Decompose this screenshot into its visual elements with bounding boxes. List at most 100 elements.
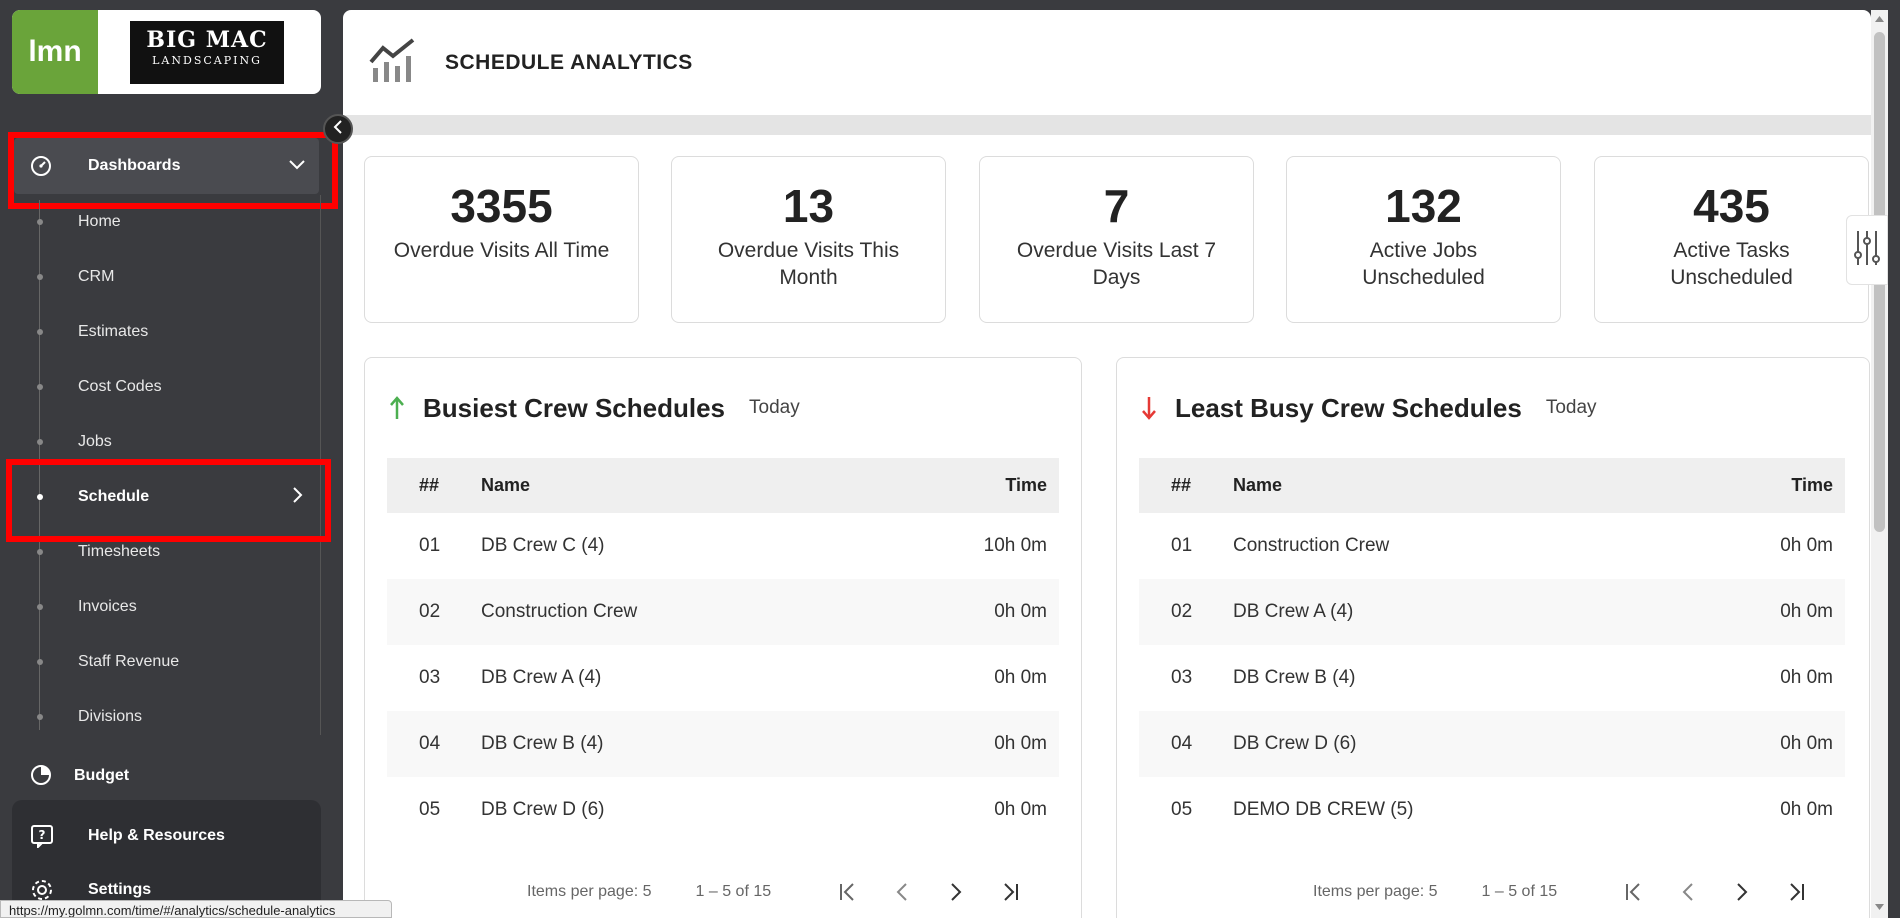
table-header-row: ## Name Time	[1139, 458, 1845, 513]
main-content: SCHEDULE ANALYTICS 3355 Overdue Visits A…	[343, 10, 1871, 918]
sidebar-item-home[interactable]: Home	[14, 197, 319, 247]
table-row[interactable]: 03 DB Crew B (4) 0h 0m	[1171, 667, 1833, 688]
stat-caption: Overdue Visits This Month	[717, 239, 900, 289]
header-divider	[343, 115, 1871, 135]
table-row[interactable]: 04 DB Crew B (4) 0h 0m	[387, 711, 1059, 777]
prev-page-button[interactable]	[1661, 872, 1715, 912]
stat-card-overdue-all-time: 3355 Overdue Visits All Time	[364, 156, 639, 323]
page-title: SCHEDULE ANALYTICS	[445, 50, 693, 74]
table-row[interactable]: 01 DB Crew C (4) 10h 0m	[419, 535, 1047, 556]
least-busy-crew-card: Least Busy Crew Schedules Today ## Name …	[1116, 357, 1870, 918]
pie-chart-icon	[30, 764, 52, 788]
chevron-left-icon	[333, 119, 343, 139]
table-row[interactable]: 03 DB Crew A (4) 0h 0m	[419, 667, 1047, 688]
nav-divider	[320, 195, 321, 735]
items-per-page[interactable]: Items per page: 5	[527, 883, 652, 900]
table-header-row: ## Name Time	[387, 458, 1059, 513]
sidebar-item-jobs[interactable]: Jobs	[14, 417, 319, 467]
sidebar-item-cost-codes[interactable]: Cost Codes	[14, 362, 319, 412]
period-label: Today	[749, 397, 800, 418]
dashboard-gauge-icon	[26, 151, 56, 181]
page-range: 1 – 5 of 15	[1481, 883, 1558, 900]
card-title: Least Busy Crew Schedules	[1175, 392, 1522, 423]
sidebar-item-invoices[interactable]: Invoices	[14, 582, 319, 632]
bullet-icon	[37, 494, 43, 500]
status-bar-url: https://my.golmn.com/time/#/analytics/sc…	[0, 900, 392, 918]
first-page-button[interactable]	[1607, 872, 1661, 912]
sidebar-bottom-panel: ? Help & Resources Settings	[12, 800, 321, 918]
sidebar-item-budget[interactable]: Budget	[14, 758, 319, 788]
bullet-icon	[37, 714, 43, 720]
help-resources-link[interactable]: ? Help & Resources	[28, 816, 225, 856]
last-page-button[interactable]	[983, 872, 1037, 912]
page-header: SCHEDULE ANALYTICS	[343, 10, 1871, 115]
chevron-down-icon	[289, 157, 305, 175]
stat-caption: Overdue Visits All Time	[393, 239, 610, 262]
chevron-right-icon	[293, 486, 303, 508]
settings-link[interactable]: Settings	[28, 870, 151, 910]
table-row[interactable]: 04 DB Crew D (6) 0h 0m	[1139, 711, 1845, 777]
first-page-button[interactable]	[821, 872, 875, 912]
crew-table: ## Name Time 01 DB Crew C (4) 10h 0m 02 …	[387, 458, 1059, 820]
table-row[interactable]: 05 DB Crew D (6) 0h 0m	[419, 799, 1047, 820]
table-row[interactable]: 02 Construction Crew 0h 0m	[387, 579, 1059, 645]
stat-card-active-tasks-unscheduled: 435 Active Tasks Unscheduled	[1594, 156, 1869, 323]
gear-icon	[28, 876, 56, 904]
stat-caption: Overdue Visits Last 7 Days	[1016, 239, 1217, 289]
table-row[interactable]: 05 DEMO DB CREW (5) 0h 0m	[1171, 799, 1833, 820]
last-page-button[interactable]	[1769, 872, 1823, 912]
nav-tree-line	[39, 200, 40, 730]
card-header: Busiest Crew Schedules Today	[385, 388, 800, 428]
sidebar-item-timesheets[interactable]: Timesheets	[14, 527, 319, 577]
stat-value: 13	[782, 180, 835, 232]
company-logo: BIG MAC LANDSCAPING	[130, 21, 284, 84]
svg-text:?: ?	[39, 828, 46, 842]
arrow-down-icon	[1137, 396, 1161, 420]
scroll-up-arrow-icon[interactable]	[1871, 10, 1888, 27]
stat-caption: Active Tasks Unscheduled	[1670, 239, 1793, 289]
card-header: Least Busy Crew Schedules Today	[1137, 388, 1597, 428]
stat-caption: Active Jobs Unscheduled	[1362, 239, 1485, 289]
next-page-button[interactable]	[1715, 872, 1769, 912]
crew-table: ## Name Time 01 Construction Crew 0h 0m …	[1139, 458, 1845, 820]
dashboards-menu[interactable]: Dashboards	[14, 138, 319, 194]
sidebar: lmn BIG MAC LANDSCAPING Dashboards Home …	[0, 0, 338, 918]
table-row[interactable]: 02 DB Crew A (4) 0h 0m	[1139, 579, 1845, 645]
stat-card-overdue-this-month: 13 Overdue Visits This Month	[671, 156, 946, 323]
lmn-logo[interactable]: lmn	[12, 10, 98, 94]
bullet-icon	[37, 439, 43, 445]
stat-value: 132	[1385, 180, 1462, 232]
stat-card-overdue-last-7-days: 7 Overdue Visits Last 7 Days	[979, 156, 1254, 323]
sliders-icon	[1853, 229, 1881, 272]
prev-page-button[interactable]	[875, 872, 929, 912]
sidebar-item-staff-revenue[interactable]: Staff Revenue	[14, 637, 319, 687]
filter-panel-toggle[interactable]	[1846, 215, 1888, 285]
bullet-icon	[37, 329, 43, 335]
sidebar-item-schedule[interactable]: Schedule	[14, 472, 319, 522]
busiest-crew-card: Busiest Crew Schedules Today ## Name Tim…	[364, 357, 1082, 918]
arrow-up-icon	[385, 396, 409, 420]
page-range: 1 – 5 of 15	[695, 883, 772, 900]
scroll-down-arrow-icon[interactable]	[1871, 898, 1888, 915]
bullet-icon	[37, 659, 43, 665]
period-label: Today	[1545, 397, 1597, 418]
sidebar-item-estimates[interactable]: Estimates	[14, 307, 319, 357]
items-per-page[interactable]: Items per page: 5	[1313, 883, 1438, 900]
bullet-icon	[37, 549, 43, 555]
paginator: Items per page: 5 1 – 5 of 15	[1117, 870, 1869, 914]
sidebar-item-divisions[interactable]: Divisions	[14, 692, 319, 742]
sidebar-item-crm[interactable]: CRM	[14, 252, 319, 302]
sidebar-collapse-button[interactable]	[323, 114, 353, 144]
stat-card-active-jobs-unscheduled: 132 Active Jobs Unscheduled	[1286, 156, 1561, 323]
analytics-chart-icon	[369, 38, 417, 87]
stat-value: 3355	[450, 180, 553, 232]
stat-value: 435	[1693, 180, 1770, 232]
vertical-scrollbar[interactable]	[1871, 10, 1888, 918]
bullet-icon	[37, 274, 43, 280]
table-row[interactable]: 01 Construction Crew 0h 0m	[1171, 535, 1833, 556]
bullet-icon	[37, 384, 43, 390]
bullet-icon	[37, 219, 43, 225]
next-page-button[interactable]	[929, 872, 983, 912]
help-question-icon: ?	[28, 822, 56, 850]
bullet-icon	[37, 604, 43, 610]
